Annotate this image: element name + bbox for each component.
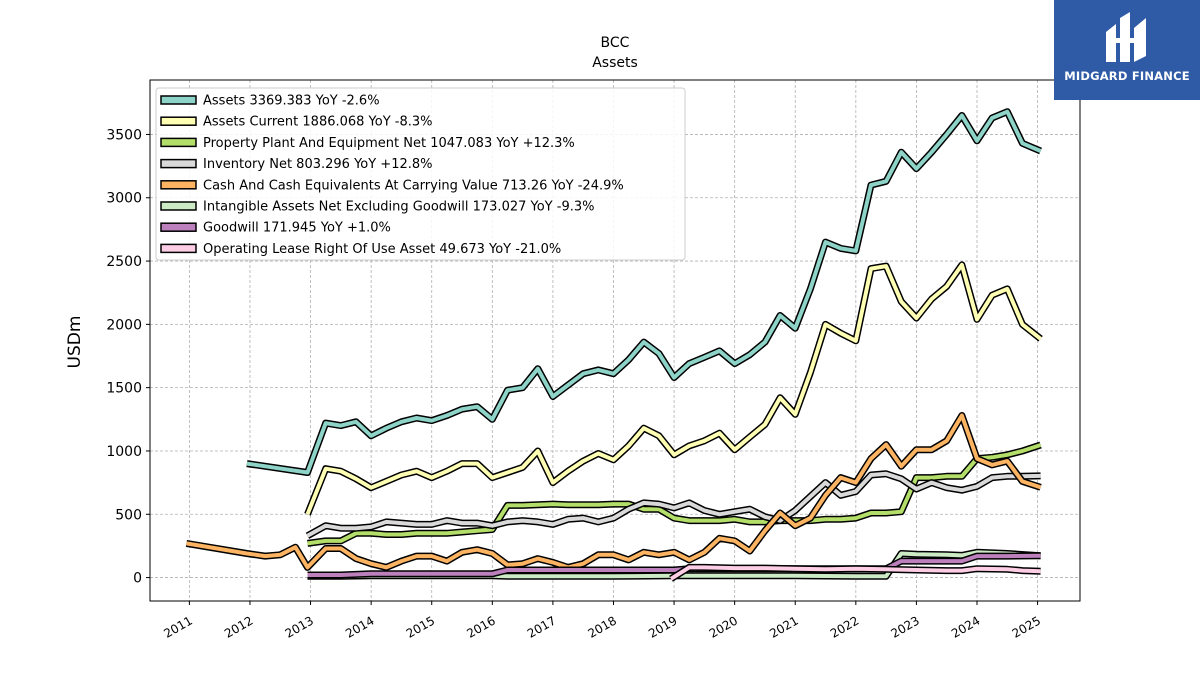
legend: Assets 3369.383 YoY -2.6% Assets Current … <box>155 87 686 261</box>
series-inventory-net <box>305 470 1041 539</box>
legend-swatch <box>160 222 197 232</box>
legend-entry: Assets 3369.383 YoY -2.6% <box>203 94 380 109</box>
legend-swatch <box>160 158 197 169</box>
legend-box <box>155 87 686 261</box>
y-tick-label: 0 <box>133 571 142 587</box>
x-tick-label: 2015 <box>404 613 437 640</box>
legend-swatch <box>160 137 197 148</box>
series-line <box>669 565 1041 581</box>
y-tick-label: 2000 <box>106 317 142 333</box>
x-tick-label: 2018 <box>586 613 619 640</box>
series-line <box>306 471 1041 538</box>
series-assets <box>246 108 1042 476</box>
midgard-finance-logo: MIDGARD FINANCE <box>1054 0 1200 100</box>
series-cash-and-cash-equivalents-at-carrying-value <box>185 412 1042 571</box>
legend-entry: Inventory Net 803.296 YoY +12.8% <box>203 157 433 172</box>
y-tick-label: 2500 <box>106 254 142 270</box>
y-axis-ticks: 0 500 1000 1500 2000 2500 3000 3500 <box>106 127 150 587</box>
x-tick-label: 2013 <box>283 613 316 640</box>
plot-area-frame <box>149 79 1081 602</box>
y-tick-label: 3500 <box>106 127 142 143</box>
logo-mark-icon <box>1106 12 1146 62</box>
chart-subtitle: Assets <box>592 55 638 71</box>
x-tick-label: 2019 <box>646 613 679 640</box>
chart-title: BCC <box>601 35 630 51</box>
legend-swatch <box>160 95 197 105</box>
x-tick-label: 2022 <box>828 613 861 640</box>
series-line <box>246 109 1042 475</box>
legend-entry: Intangible Assets Net Excluding Goodwill… <box>203 200 594 215</box>
x-tick-label: 2016 <box>464 613 497 640</box>
x-axis-ticks: 2011 2012 2013 2014 2015 2016 2017 2018 2019 2020… <box>161 601 1043 641</box>
series-property-plant-and-equipment-net <box>307 441 1042 547</box>
legend-entry: Goodwill 171.945 YoY +1.0% <box>203 221 391 236</box>
x-tick-label: 2011 <box>161 613 194 640</box>
legend-swatch <box>160 243 197 254</box>
legend-entry: Property Plant And Equipment Net 1047.08… <box>203 136 575 151</box>
y-tick-label: 1000 <box>106 444 142 460</box>
series-lines <box>185 108 1043 582</box>
logo-text: MIDGARD FINANCE <box>1064 69 1190 83</box>
legend-entry: Assets Current 1886.068 YoY -8.3% <box>203 115 433 130</box>
x-tick-label: 2012 <box>222 613 255 640</box>
series-assets-current <box>304 261 1043 516</box>
series-operating-lease-right-of-use-asset <box>669 563 1041 582</box>
x-tick-label: 2023 <box>888 613 921 640</box>
y-axis-label: USDm <box>65 316 85 369</box>
x-tick-label: 2021 <box>767 613 800 640</box>
legend-entry: Cash And Cash Equivalents At Carrying Va… <box>203 178 624 193</box>
x-tick-label: 2020 <box>707 613 740 640</box>
series-line <box>305 262 1042 516</box>
legend-entry: Operating Lease Right Of Use Asset 49.67… <box>203 242 561 257</box>
x-tick-label: 2025 <box>1010 613 1043 640</box>
x-tick-label: 2017 <box>525 613 558 640</box>
y-tick-label: 3000 <box>106 191 142 207</box>
y-tick-label: 500 <box>115 507 142 523</box>
x-tick-label: 2014 <box>343 613 376 640</box>
series-line-outline <box>307 441 1042 547</box>
series-line <box>307 443 1042 546</box>
y-tick-label: 1500 <box>106 381 142 397</box>
x-tick-label: 2024 <box>949 613 982 640</box>
legend-swatch <box>160 180 197 190</box>
legend-swatch <box>160 201 197 211</box>
legend-swatch <box>160 116 197 126</box>
series-line <box>186 413 1042 570</box>
